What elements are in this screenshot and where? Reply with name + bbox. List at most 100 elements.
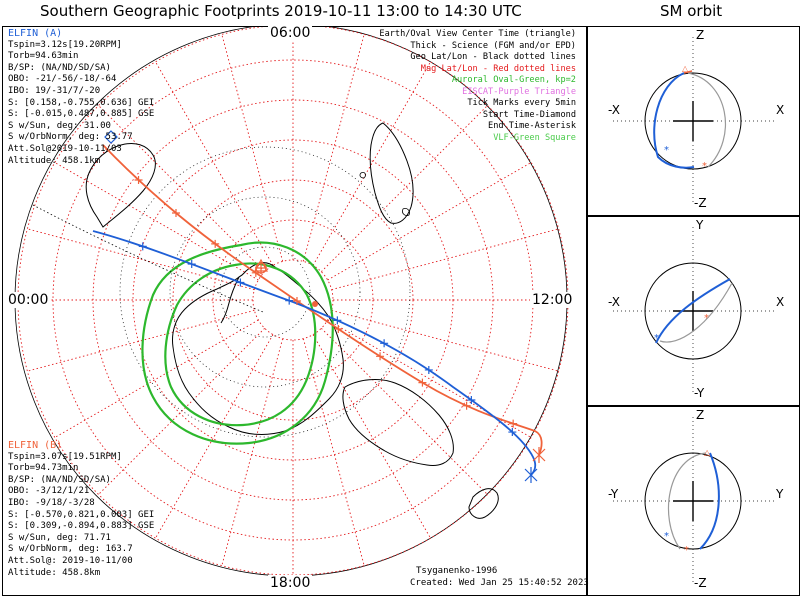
- mag-lon-line: [302, 34, 365, 262]
- sm-marker-triangle: △: [682, 64, 689, 73]
- track-tick-mark: [418, 378, 427, 387]
- track-tick-mark: [509, 419, 518, 428]
- legend-item: Mag Lat/Lon - Red dotted lines: [420, 63, 576, 74]
- sm2-right: X: [776, 295, 785, 309]
- elfin-b-heading: ELFIN (B): [8, 440, 63, 451]
- view-center-marker: [253, 258, 269, 274]
- track-tick-mark: [187, 260, 196, 269]
- sm-panel-1: * * △: [613, 37, 774, 205]
- mag-lon-line: [312, 334, 431, 539]
- sm3-right: Y: [776, 487, 784, 501]
- sm1-bottom: -Z: [694, 196, 707, 210]
- mag-lon-line: [327, 319, 532, 438]
- elfin-a-ticks: [138, 242, 517, 437]
- elfin-a-info-line: Att.Sol@2019-10-11/03: [8, 143, 122, 154]
- track-tick-mark: [285, 296, 294, 305]
- elfin-b-info-line: S w/OrbNorm, deg: 163.7: [8, 544, 133, 555]
- elfin-a-start-diamond: [104, 130, 118, 144]
- south-america-coastline: [85, 142, 156, 228]
- elfin-a-info-line: S w/Sun, deg: 31.00: [8, 120, 111, 131]
- sm-panel-2: * *: [613, 227, 774, 395]
- island: [359, 172, 366, 179]
- mag-lon-line: [320, 105, 488, 273]
- sm-marker-asterisk: *: [664, 145, 669, 156]
- mag-lon-line: [27, 309, 255, 372]
- legend-item: Tick Marks every 5min: [467, 98, 576, 108]
- antarctic-peninsula: [220, 276, 240, 324]
- track-tick-mark: [334, 324, 343, 333]
- legend-item: EISCAT-Purple Triangle: [462, 86, 576, 97]
- elfin-b-info-line: S: [0.309,-0.894,0.883] GSE: [8, 521, 155, 532]
- track-tick-mark: [211, 239, 220, 248]
- track-tick-mark: [134, 176, 143, 185]
- track-tick-mark: [376, 352, 385, 361]
- mag-pole-marker: [312, 301, 318, 307]
- mag-lon-line: [98, 105, 266, 273]
- sm-earth-cross: [673, 291, 713, 331]
- track-tick-mark: [467, 395, 476, 404]
- track-tick-mark: [424, 365, 433, 374]
- auroral-oval-outer: [141, 241, 334, 445]
- elfin-b-info-line: S: [-0.570,0.821,0.003] GEI: [8, 509, 155, 520]
- elfin-b-end-asterisk: [532, 447, 546, 463]
- sm-earth-cross: [673, 101, 713, 141]
- sm-orbit-b: [667, 452, 707, 550]
- legend-item: Auroral Oval-Green, kp=2: [451, 75, 576, 85]
- sm-orbit-b-red: [683, 70, 693, 74]
- elfin-a-info-line: Altitude: 458.1km: [8, 155, 101, 166]
- sm-orbit-a: [653, 72, 695, 169]
- elfin-a-heading: ELFIN (A): [8, 28, 63, 39]
- created-stamp: Created: Wed Jan 25 15:40:52 2023: [410, 578, 589, 588]
- legend-item: Thick - Science (FGM and/or EPD): [410, 40, 576, 51]
- sm-earth-cross: [673, 481, 713, 521]
- elfin-b-info-line: B/SP: (NA/ND/SD/SA): [8, 474, 111, 485]
- mag-lon-line: [221, 34, 284, 262]
- auroral-oval-inner: [164, 262, 317, 427]
- sm-marker-triangle: △: [704, 448, 711, 457]
- elfin-a-info-line: S: [0.158,-0.755,0.636] GEI: [8, 97, 155, 108]
- mag-lon-grid: [18, 27, 568, 575]
- elfin-a-info-line: S w/OrbNorm, deg: 53.77: [8, 132, 133, 143]
- sm-orbit-circle: [644, 452, 742, 550]
- legend-item: Geo Lat/Lon - Black dotted lines: [410, 52, 576, 62]
- sm3-bottom: -Z: [694, 576, 707, 590]
- track-tick-mark: [236, 278, 245, 287]
- geo-track-dotted: [32, 204, 264, 313]
- elfin-b-info-line: Att.Sol@: 2019-10-11/00: [8, 555, 133, 566]
- mag-lon-line: [27, 228, 255, 291]
- mag-lon-line: [331, 309, 559, 372]
- track-tick-mark: [462, 401, 471, 410]
- legend-item: End Time-Asterisk: [488, 121, 576, 131]
- elfin-b-info: ELFIN (B) Tspin=3.07s[19.51RPM] Torb=94.7…: [8, 440, 154, 579]
- australia-coastline: [342, 379, 454, 466]
- track-tick-mark: [292, 296, 301, 305]
- hour-label-18: 18:00: [268, 575, 313, 591]
- sm2-left: -X: [608, 295, 620, 309]
- sm-marker-asterisk: *: [702, 161, 707, 172]
- sm-orbit-a: [699, 452, 720, 550]
- geo-lat-grid: [119, 146, 411, 438]
- elfin-a-info-line: Torb=94.63min: [8, 51, 79, 62]
- elfin-a-info-line: Tspin=3.12s[19.20RPM]: [8, 39, 122, 50]
- mag-lon-line: [327, 162, 532, 281]
- elfin-a-end-asterisk: [524, 467, 538, 483]
- elfin-a-info-line: OBO: -21/-56/-18/-64: [8, 74, 117, 85]
- model-credit: Tsyganenko-1996: [416, 566, 498, 576]
- mag-lon-line: [155, 334, 274, 539]
- sm-orbit-b: [659, 282, 733, 343]
- sm-orbit-circle: [644, 262, 742, 360]
- track-tick-mark: [138, 242, 147, 251]
- elfin-b-ticks: [134, 176, 518, 428]
- hour-label-06: 06:00: [268, 25, 313, 41]
- sm-orbit-b: [687, 72, 726, 168]
- elfin-b-info-line: Altitude: 458.8km: [8, 567, 101, 578]
- hour-label-00: 00:00: [6, 292, 51, 308]
- mag-lon-line: [320, 327, 488, 495]
- africa-coastline: [369, 122, 414, 224]
- sm3-left: -Y: [608, 487, 619, 501]
- track-tick-mark: [380, 339, 389, 348]
- sm1-left: -X: [608, 103, 620, 117]
- plot-title: Southern Geographic Footprints 2019-10-1…: [40, 2, 522, 20]
- elfin-a-track: [92, 230, 537, 476]
- elfin-a-info-line: S: [-0.015,0.487,0.885] GSE: [8, 109, 155, 120]
